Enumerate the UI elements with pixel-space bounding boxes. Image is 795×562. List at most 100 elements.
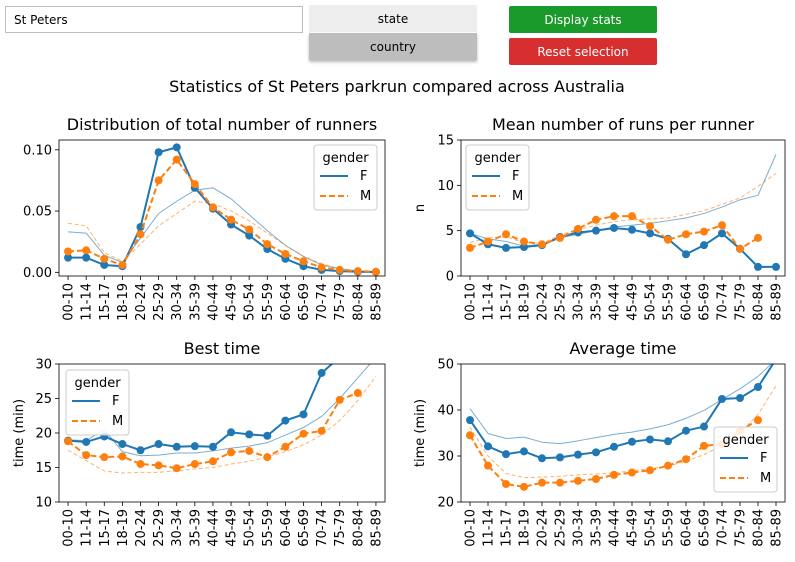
x-tick-label: 45-49 (225, 509, 240, 547)
data-point (100, 254, 109, 263)
data-point (646, 229, 654, 238)
legend: gender FM (465, 144, 530, 211)
data-point (82, 253, 91, 262)
data-point (227, 448, 236, 457)
chart-title: Mean number of runs per runner (492, 115, 755, 134)
state-toggle-button[interactable]: state (309, 5, 477, 32)
data-point (227, 428, 236, 437)
x-tick-label: 45-49 (225, 283, 240, 321)
data-point (772, 262, 780, 271)
legend-box (65, 369, 130, 436)
data-point (64, 247, 73, 256)
x-tick-label: 35-39 (590, 283, 605, 321)
data-point (592, 448, 600, 457)
parkrun-search-input[interactable] (5, 6, 303, 33)
data-point (592, 215, 600, 224)
data-point (682, 455, 690, 464)
x-tick-label: 60-64 (680, 283, 695, 321)
reset-selection-button[interactable]: Reset selection (509, 38, 657, 65)
data-point (100, 260, 109, 269)
data-point (682, 230, 690, 239)
data-point (772, 355, 780, 363)
data-point (208, 203, 217, 212)
x-tick-label: 15-17 (500, 283, 515, 321)
data-point (281, 416, 290, 425)
data-point (154, 148, 163, 157)
legend-label: F (760, 451, 767, 466)
series-line (469, 226, 776, 268)
x-tick-label: 65-69 (698, 283, 713, 321)
x-tick-label: 25-29 (554, 283, 569, 321)
x-tick-label: 50-54 (644, 283, 659, 321)
data-point (136, 460, 145, 469)
x-tick-label: 75-79 (333, 283, 348, 321)
data-point (208, 457, 217, 466)
x-tick-label: 00-10 (464, 283, 479, 321)
data-point (353, 267, 362, 276)
x-tick-label: 50-54 (644, 509, 659, 547)
x-tick-label: 00-10 (464, 509, 479, 547)
x-tick-label: 30-34 (572, 509, 587, 547)
data-point (700, 422, 708, 431)
series-m (466, 416, 762, 491)
x-tick-label: 70-74 (315, 283, 330, 321)
x-tick-label: 35-39 (590, 509, 605, 547)
x-tick-label: 18-19 (518, 509, 533, 547)
data-point (136, 446, 145, 455)
data-point (466, 416, 474, 425)
series-line (68, 364, 371, 457)
x-tick-label: 55-59 (261, 509, 276, 547)
data-point (520, 482, 528, 491)
series-line (469, 215, 759, 250)
x-tick-label: 25-29 (554, 509, 569, 547)
x-tick-label: 11-14 (80, 283, 95, 321)
data-point (317, 263, 326, 272)
data-point (592, 475, 600, 483)
data-point (610, 442, 618, 451)
data-point (353, 388, 362, 397)
data-point (682, 250, 690, 259)
x-tick-label: 00-10 (62, 283, 77, 321)
data-point (281, 442, 290, 451)
data-point (82, 437, 91, 446)
data-point (592, 226, 600, 235)
data-point (118, 260, 127, 269)
x-tick-label: 55-59 (662, 509, 677, 547)
x-tick-label: 11-14 (482, 509, 497, 547)
legend-label: F (112, 394, 119, 409)
plot-frame (58, 363, 386, 503)
x-tick-label: 60-64 (279, 509, 294, 547)
data-point (754, 416, 762, 425)
data-point (556, 478, 564, 487)
data-point (628, 225, 636, 234)
legend-label: F (360, 169, 367, 184)
y-tick-label: 40 (437, 404, 454, 419)
data-point (538, 478, 546, 487)
data-point (335, 265, 344, 274)
data-point (263, 240, 272, 249)
legend-label: M (760, 471, 771, 486)
data-point (208, 442, 217, 451)
y-tick-label: 15 (437, 134, 454, 149)
country-toggle-button[interactable]: country (309, 33, 477, 60)
legend-label: F (512, 169, 519, 184)
x-tick-label: 25-29 (152, 283, 167, 321)
x-tick-label: 35-39 (188, 283, 203, 321)
x-tick-label: 35-39 (188, 509, 203, 547)
data-point (646, 466, 654, 475)
display-stats-button[interactable]: Display stats (509, 6, 657, 33)
data-point (263, 431, 272, 440)
data-point (610, 212, 618, 221)
legend-label: M (512, 189, 523, 204)
x-tick-label: 60-64 (680, 509, 695, 547)
y-tick-label: 0 (446, 270, 454, 285)
data-point (172, 155, 181, 164)
x-tick-label: 70-74 (716, 509, 731, 547)
x-tick-label: 80-84 (351, 509, 366, 547)
data-point (172, 442, 181, 451)
x-tick-label: 85-89 (369, 509, 384, 547)
x-tick-label: 18-19 (116, 509, 131, 547)
data-point (245, 231, 254, 240)
y-tick-label: 20 (35, 427, 52, 442)
